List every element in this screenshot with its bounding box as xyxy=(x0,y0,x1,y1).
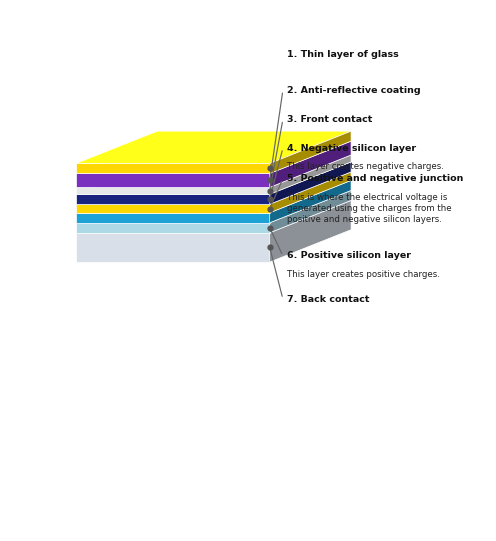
Text: 2. Anti-reflective coating: 2. Anti-reflective coating xyxy=(287,86,421,95)
Polygon shape xyxy=(270,131,351,174)
Polygon shape xyxy=(76,174,270,187)
Polygon shape xyxy=(76,200,351,233)
Polygon shape xyxy=(76,233,270,262)
Polygon shape xyxy=(76,155,351,187)
Polygon shape xyxy=(76,162,351,194)
Polygon shape xyxy=(270,155,351,194)
Polygon shape xyxy=(76,194,270,204)
Polygon shape xyxy=(76,163,270,174)
Polygon shape xyxy=(270,190,351,233)
Polygon shape xyxy=(76,223,270,233)
Text: 7. Back contact: 7. Back contact xyxy=(287,294,369,304)
Text: 5. Positive and negative junction: 5. Positive and negative junction xyxy=(287,174,463,183)
Polygon shape xyxy=(76,204,270,213)
Text: 1. Thin layer of glass: 1. Thin layer of glass xyxy=(287,50,398,58)
Polygon shape xyxy=(270,180,351,223)
Polygon shape xyxy=(76,141,351,174)
Text: 3. Front contact: 3. Front contact xyxy=(287,115,372,124)
Text: 6. Positive silicon layer: 6. Positive silicon layer xyxy=(287,252,411,260)
Polygon shape xyxy=(270,162,351,204)
Polygon shape xyxy=(270,172,351,213)
Polygon shape xyxy=(270,200,351,262)
Polygon shape xyxy=(270,141,351,187)
Text: This is where the electrical voltage is
generated using the charges from the
pos: This is where the electrical voltage is … xyxy=(287,193,451,224)
Text: 4. Negative silicon layer: 4. Negative silicon layer xyxy=(287,143,416,153)
Polygon shape xyxy=(76,180,351,213)
Text: This layer creates negative charges.: This layer creates negative charges. xyxy=(287,162,443,171)
Polygon shape xyxy=(76,172,351,204)
Text: This layer creates positive charges.: This layer creates positive charges. xyxy=(287,270,439,279)
Polygon shape xyxy=(76,190,351,223)
Polygon shape xyxy=(76,187,270,194)
Polygon shape xyxy=(76,213,270,223)
Polygon shape xyxy=(76,131,351,163)
